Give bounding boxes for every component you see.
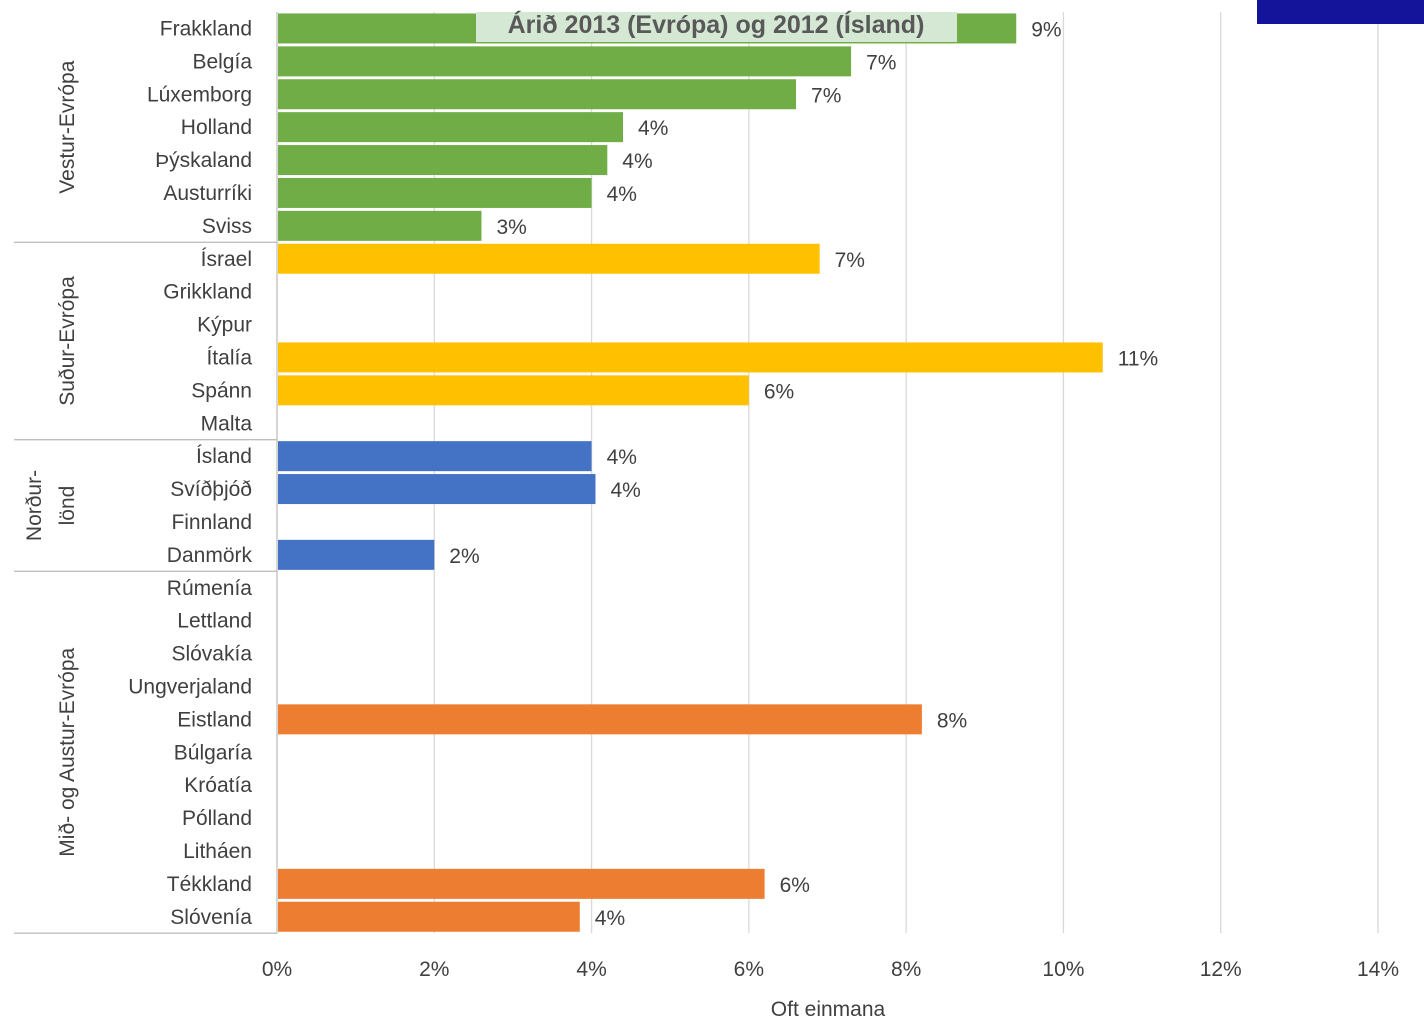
bar [278, 704, 922, 735]
category-label: Austurríki [163, 182, 252, 205]
category-label: Slóvakía [171, 643, 252, 666]
category-label: Frakkland [160, 17, 252, 40]
bar [278, 46, 852, 77]
category-label: Grikkland [163, 281, 252, 304]
category-label: Finnland [171, 511, 252, 534]
x-tick-label: 4% [576, 958, 606, 981]
group-label: Vestur-Evrópa [56, 60, 79, 193]
data-label: 7% [811, 84, 841, 107]
group-label: lönd [56, 486, 79, 526]
category-label: Belgía [192, 50, 252, 73]
data-label: 4% [595, 907, 625, 930]
category-label: Tékkland [167, 873, 252, 896]
category-label: Litháen [183, 840, 252, 863]
category-label: Lettland [177, 610, 252, 633]
bar [278, 145, 608, 176]
data-label: 6% [764, 380, 794, 403]
bar [278, 539, 435, 570]
category-label: Ungverjaland [128, 675, 252, 698]
data-label: 7% [866, 51, 896, 74]
category-label: Sviss [202, 215, 252, 238]
category-label: Malta [201, 412, 253, 435]
group-label: Suður-Evrópa [56, 276, 79, 406]
data-label: 4% [638, 117, 668, 140]
category-label: Holland [181, 116, 252, 139]
data-label: 7% [835, 249, 865, 272]
bar [278, 112, 624, 143]
category-label: Pólland [182, 807, 252, 830]
x-tick-label: 10% [1042, 958, 1084, 981]
bar [278, 901, 580, 932]
bar [278, 79, 797, 110]
data-label: 3% [496, 216, 526, 239]
category-label: Ísrael [201, 248, 252, 271]
category-label: Rúmenía [167, 577, 253, 600]
x-tick-label: 6% [734, 958, 764, 981]
bars [278, 13, 1103, 932]
value-axis: 0% 2% 4% 6% 8% 10% 12% 14% [262, 958, 1399, 981]
x-tick-label: 8% [891, 958, 921, 981]
bar [278, 868, 765, 899]
bar [278, 177, 592, 208]
category-label: Spánn [191, 379, 252, 402]
data-labels: 9% 7% 7% 4% 4% 4% 3% 7% 11% 6% 4% 4% 2% 8% 6% 4% [449, 18, 1158, 929]
data-label: 4% [622, 150, 652, 173]
category-label: Kýpur [197, 314, 252, 337]
data-label: 2% [449, 545, 479, 568]
data-label: 11% [1118, 347, 1158, 370]
category-label: Svíðþjóð [170, 478, 252, 501]
data-label: 9% [1031, 18, 1061, 41]
group-label: Mið- og Austur-Evrópa [56, 647, 79, 856]
data-label: 6% [780, 874, 810, 897]
chart-title-group: Árið 2013 (Evrópa) og 2012 (Ísland) [476, 10, 957, 42]
category-label: Slóvenía [170, 906, 252, 929]
x-tick-label: 2% [419, 958, 449, 981]
data-label: 8% [937, 709, 967, 732]
x-tick-label: 0% [262, 958, 292, 981]
data-label: 4% [607, 183, 637, 206]
group-label: Norður- [23, 470, 46, 541]
bar [278, 342, 1103, 373]
bar [278, 441, 592, 472]
category-label: Lúxemborg [147, 83, 252, 106]
category-label: Þýskaland [155, 149, 252, 172]
data-label: 4% [611, 479, 641, 502]
category-label: Ítalía [206, 346, 252, 369]
corner-decoration [1257, 0, 1424, 24]
category-label: Eistland [177, 708, 252, 731]
category-label: Króatía [184, 774, 252, 797]
category-label: Danmörk [167, 544, 253, 567]
bar [278, 243, 820, 274]
category-axis: Frakkland Belgía Lúxemborg Holland Þýskaland… [14, 12, 278, 934]
data-label: 4% [607, 446, 637, 469]
bar [278, 210, 482, 241]
chart-title: Árið 2013 (Evrópa) og 2012 (Ísland) [508, 10, 925, 39]
bar [278, 474, 596, 505]
category-label: Búlgaría [174, 741, 253, 764]
chart-title-background [476, 12, 957, 42]
x-axis-title: Oft einmana [771, 998, 886, 1021]
x-tick-label: 12% [1200, 958, 1242, 981]
category-label: Ísland [196, 445, 252, 468]
x-tick-label: 14% [1357, 958, 1399, 981]
bar [278, 375, 749, 406]
